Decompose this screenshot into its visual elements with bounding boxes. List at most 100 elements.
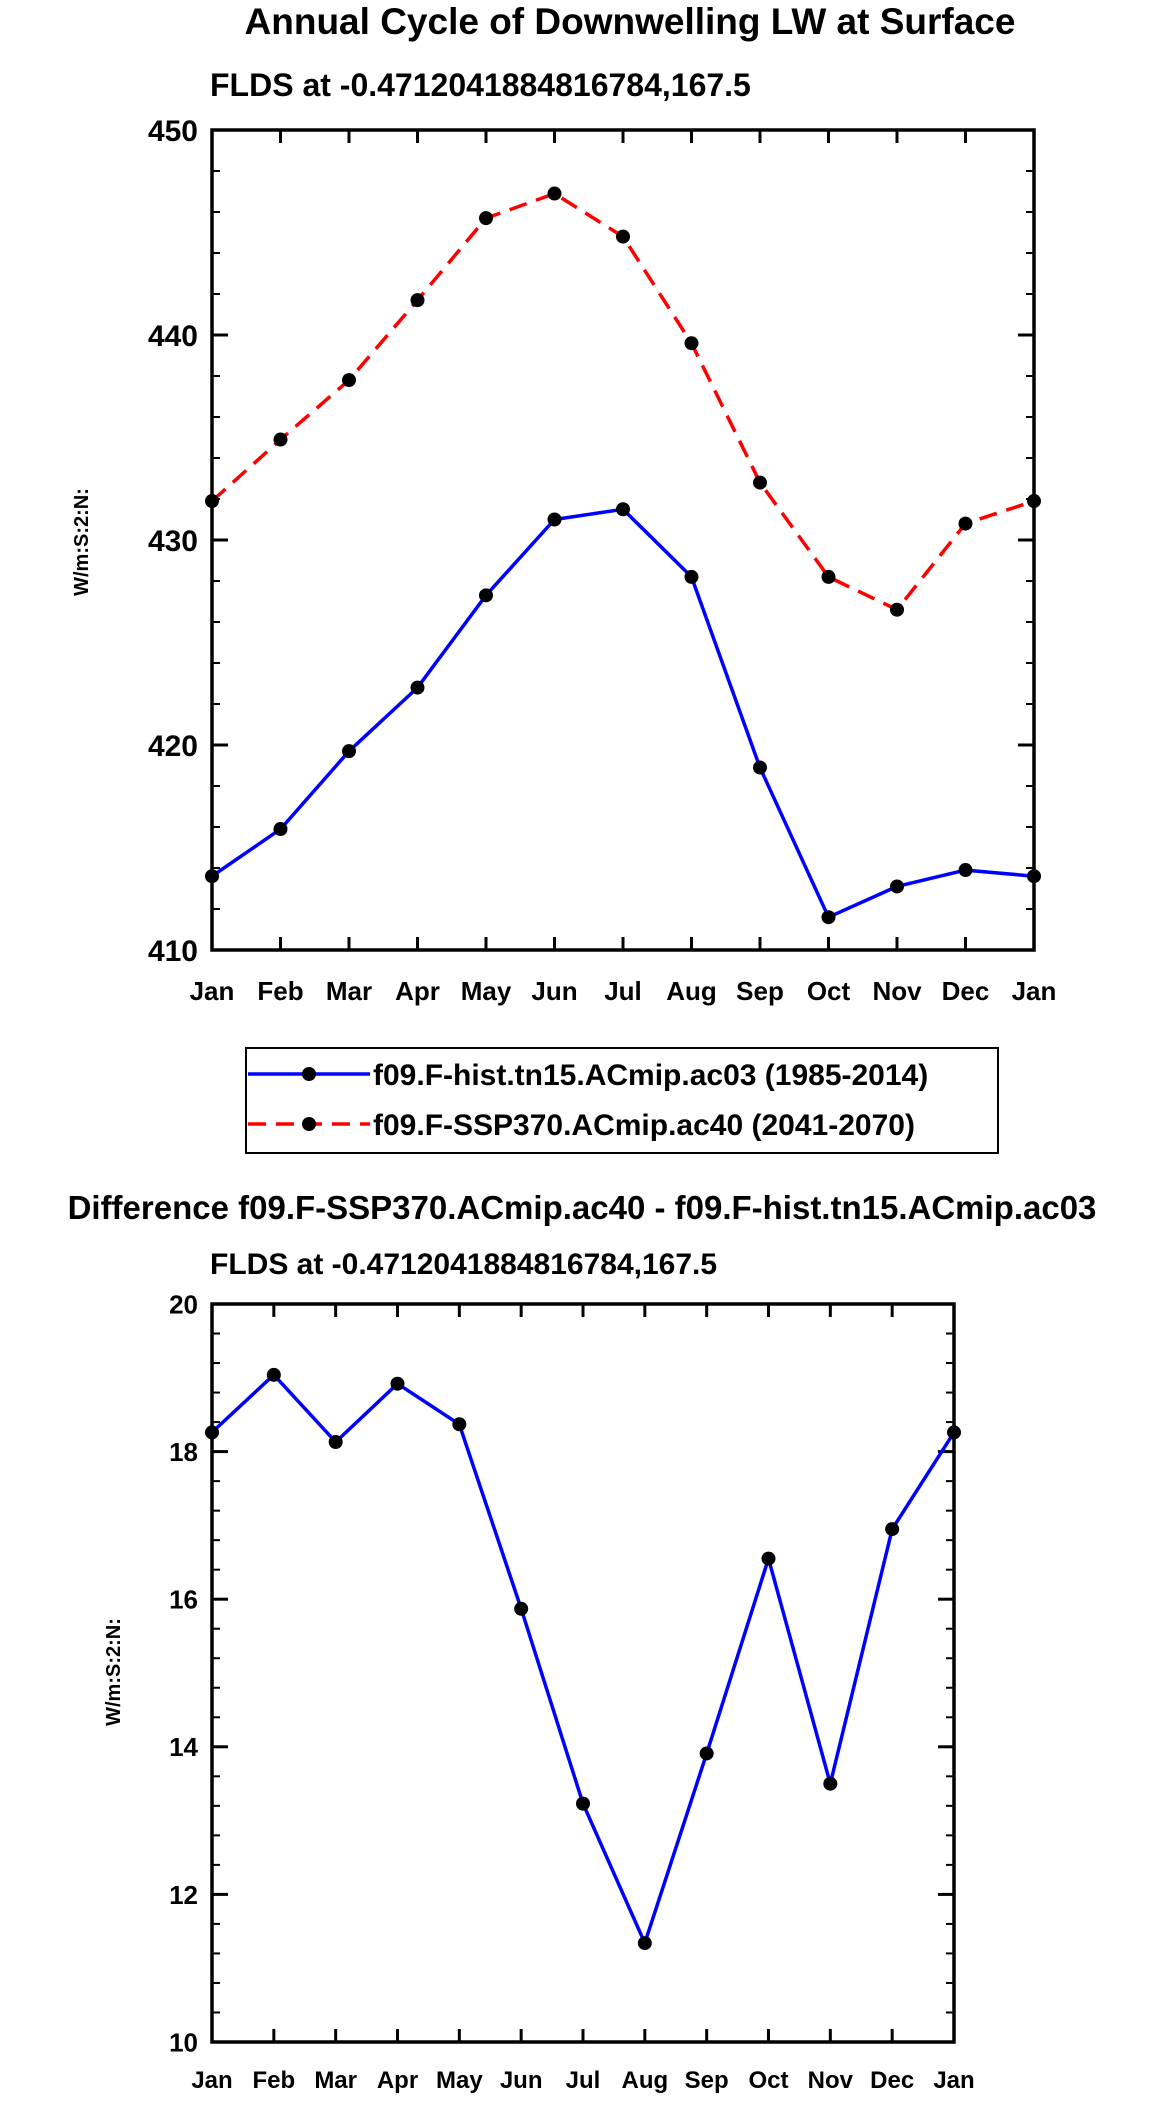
data-point — [205, 494, 219, 509]
data-point — [821, 569, 836, 584]
chart-subtitle: FLDS at -0.4712041884816784,167.5 — [210, 67, 751, 103]
data-point — [947, 1425, 961, 1440]
chart-title: Annual Cycle of Downwelling LW at Surfac… — [245, 1, 1016, 42]
y-axis-label: W/m:S:2:N: — [71, 488, 93, 596]
data-point — [761, 1551, 776, 1566]
data-point — [684, 569, 699, 584]
data-point — [479, 211, 493, 226]
y-tick-label: 12 — [169, 1880, 198, 1910]
y-tick-label: 430 — [148, 525, 198, 558]
data-point — [514, 1601, 529, 1616]
x-tick-label: Jul — [604, 976, 642, 1006]
data-point — [637, 1936, 652, 1951]
x-tick-label: Nov — [808, 2067, 854, 2094]
x-tick-label: Oct — [748, 2067, 788, 2094]
x-tick-label: Dec — [942, 976, 990, 1006]
axis-ticks — [210, 1302, 956, 2044]
data-point — [547, 512, 562, 527]
axis-ticks — [210, 128, 1036, 952]
plot-frame — [210, 1302, 956, 2044]
x-tick-label: Jul — [566, 2067, 601, 2094]
legend: f09.F-hist.tn15.ACmip.ac03 (1985-2014) f… — [245, 1047, 999, 1154]
data-point — [823, 1776, 838, 1791]
x-tick-label: Apr — [377, 2067, 418, 2094]
x-tick-label: Jun — [500, 2067, 543, 2094]
y-tick-label: 18 — [169, 1437, 198, 1467]
x-tick-label: Sep — [736, 976, 784, 1006]
x-tick-labels: Jan Feb Mar Apr May Jun Jul Aug Sep Oct Nov Dec Jan — [191, 2067, 974, 2094]
x-tick-label: Feb — [257, 976, 303, 1006]
legend-marker-hist — [302, 1067, 316, 1081]
y-tick-label: 440 — [148, 320, 198, 353]
x-tick-label: Mar — [326, 976, 372, 1006]
data-point — [684, 336, 699, 351]
x-tick-label: Apr — [395, 976, 440, 1006]
data-point — [616, 229, 630, 244]
x-tick-label: May — [436, 2067, 483, 2094]
y-tick-label: 14 — [169, 1732, 198, 1762]
legend-box — [245, 1047, 999, 1154]
data-point — [410, 680, 425, 695]
data-point — [342, 744, 356, 759]
series-line — [210, 1373, 956, 1945]
chart-subtitle: FLDS at -0.4712041884816784,167.5 — [210, 1248, 717, 1281]
data-point — [479, 588, 493, 603]
data-point — [342, 373, 356, 388]
data-point — [410, 293, 425, 308]
x-tick-label: Mar — [314, 2067, 357, 2094]
y-tick-label: 20 — [169, 1289, 198, 1319]
x-tick-label: Jan — [191, 2067, 232, 2094]
data-point — [958, 516, 973, 531]
legend-label-hist: f09.F-hist.tn15.ACmip.ac03 (1985-2014) — [373, 1059, 928, 1092]
x-tick-label: May — [461, 976, 512, 1006]
y-tick-labels: 10 12 14 16 18 20 — [169, 1289, 198, 2057]
data-point — [273, 822, 288, 837]
data-point — [699, 1746, 714, 1761]
x-tick-labels: Jan Feb Mar Apr May Jun Jul Aug Sep Oct Nov Dec Jan — [190, 976, 1057, 1006]
y-tick-label: 10 — [169, 2027, 198, 2057]
series-group — [205, 1367, 961, 1951]
chart-title: Difference f09.F-SSP370.ACmip.ac40 - f09… — [68, 1189, 1097, 1226]
data-point — [452, 1417, 467, 1432]
data-point — [890, 602, 904, 617]
data-point — [328, 1435, 343, 1450]
y-tick-label: 410 — [148, 935, 198, 968]
annual-cycle-panel: Annual Cycle of Downwelling LW at Surfac… — [71, 1, 1057, 1154]
data-point — [958, 863, 973, 878]
data-point — [1027, 494, 1041, 509]
x-tick-label: Jan — [190, 976, 235, 1006]
plot-frame — [210, 128, 1036, 952]
y-tick-label: 450 — [148, 115, 198, 148]
y-tick-labels: 410 420 430 440 450 — [148, 115, 198, 968]
series-group — [205, 186, 1041, 925]
series-line — [211, 507, 1035, 919]
data-point — [576, 1796, 590, 1811]
series-line — [210, 191, 1035, 612]
data-point — [205, 1425, 219, 1440]
y-axis-label: W/m:S:2:N: — [103, 1618, 125, 1726]
x-tick-label: Aug — [666, 976, 717, 1006]
data-point — [885, 1522, 900, 1537]
y-tick-label: 420 — [148, 730, 198, 763]
y-tick-label: 16 — [169, 1585, 198, 1615]
data-point — [1027, 869, 1041, 884]
data-point — [266, 1367, 281, 1382]
data-point — [616, 502, 630, 517]
data-point — [753, 760, 767, 775]
x-tick-label: Dec — [870, 2067, 914, 2094]
data-point — [547, 186, 562, 201]
x-tick-label: Jun — [531, 976, 577, 1006]
x-tick-label: Jan — [1012, 976, 1057, 1006]
x-tick-label: Feb — [252, 2067, 295, 2094]
x-tick-label: Aug — [622, 2067, 669, 2094]
x-tick-label: Nov — [872, 976, 922, 1006]
data-point — [753, 475, 767, 490]
x-tick-label: Sep — [685, 2067, 729, 2094]
difference-panel: Difference f09.F-SSP370.ACmip.ac40 - f09… — [68, 1189, 1097, 2094]
data-point — [205, 869, 219, 884]
legend-label-ssp370: f09.F-SSP370.ACmip.ac40 (2041-2070) — [373, 1109, 915, 1142]
data-point — [273, 432, 288, 447]
legend-marker-ssp370 — [302, 1117, 316, 1131]
x-tick-label: Oct — [807, 976, 851, 1006]
